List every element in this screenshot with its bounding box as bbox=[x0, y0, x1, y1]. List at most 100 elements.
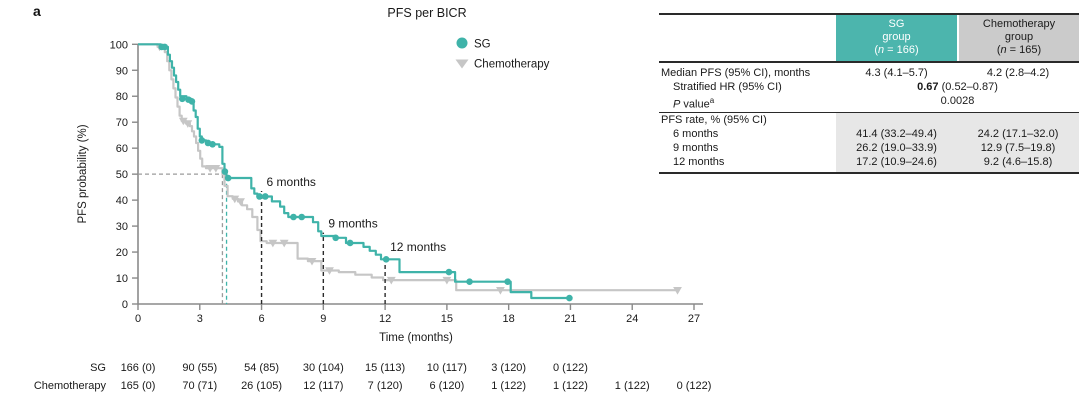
risk-value: 1 (122) bbox=[491, 380, 526, 392]
risk-table-row: SG 166 (0) 90 (55) 54 (85) 30 (104) 15 (113) 1… bbox=[90, 362, 588, 374]
x-tick-label: 24 bbox=[626, 313, 638, 325]
median-pfs-chemo-value: 4.2 (2.8–4.2) bbox=[986, 67, 1050, 79]
x-tick-label: 9 bbox=[320, 313, 326, 325]
rate-12mo-label: 12 months bbox=[673, 155, 725, 168]
x-tick-label: 0 bbox=[135, 313, 141, 325]
risk-value: 166 (0) bbox=[121, 362, 156, 374]
rate-12mo-sg-value: 17.2 (10.9–24.6) bbox=[836, 154, 957, 169]
km-chart: PFS per BICR 0 3 6 9 12 15 18 21 24 27 0 10 20 30 40 50 6… bbox=[34, 6, 712, 392]
risk-value: 3 (120) bbox=[491, 362, 526, 374]
risk-row-label: SG bbox=[90, 362, 106, 374]
p-value-row: P valuea 0.0028 bbox=[659, 94, 1079, 113]
rate-6mo-row: 6 months 41.4 (33.2–49.4) 24.2 (17.1–32.… bbox=[659, 126, 1079, 141]
censor-triangle bbox=[183, 120, 193, 128]
y-tick-label: 90 bbox=[116, 65, 128, 77]
censor-triangle bbox=[325, 267, 334, 275]
chemotherapy-censor-marks bbox=[155, 43, 682, 295]
censor-dot bbox=[504, 278, 511, 285]
stats-header-sg: SG group (n = 166) bbox=[836, 15, 957, 61]
stats-table-bottom-pad bbox=[659, 168, 1079, 172]
milestone-label: 12 months bbox=[390, 240, 446, 254]
sg-legend-marker bbox=[456, 37, 468, 49]
risk-value: 90 (55) bbox=[182, 362, 217, 374]
rate-9mo-sg-value: 26.2 (19.0–33.9) bbox=[836, 140, 957, 155]
milestone-label: 6 months bbox=[267, 175, 316, 189]
censor-triangle bbox=[230, 195, 240, 204]
sg-legend-label: SG bbox=[474, 39, 491, 51]
milestone-label: 9 months bbox=[328, 217, 377, 231]
median-reference-lines bbox=[138, 173, 228, 304]
censor-dot bbox=[566, 294, 573, 302]
milestone-lines: 6 months 9 months 12 months bbox=[260, 175, 446, 304]
censor-dot bbox=[198, 137, 206, 144]
chart-title: PFS per BICR bbox=[387, 6, 466, 20]
stats-table-header: SG group (n = 166) Chemotherapy group (n… bbox=[659, 15, 1079, 63]
censor-dot bbox=[290, 213, 297, 221]
x-tick-label: 15 bbox=[441, 313, 453, 325]
sg-group-line2: group bbox=[882, 31, 911, 43]
y-tick-label: 0 bbox=[122, 299, 128, 311]
censor-triangle bbox=[236, 198, 245, 206]
censor-dot bbox=[382, 256, 390, 263]
panel-label: a bbox=[33, 3, 41, 19]
censor-dot bbox=[221, 168, 229, 175]
risk-table-row: Chemotherapy 165 (0) 70 (71) 26 (105) 12 (11… bbox=[34, 380, 712, 392]
rate-9mo-chemo-value: 12.9 (7.5–19.8) bbox=[957, 140, 1079, 155]
y-axis-title: PFS probability (%) bbox=[77, 124, 89, 223]
risk-value: 7 (120) bbox=[368, 380, 403, 392]
sg-curve bbox=[138, 43, 570, 300]
risk-value: 6 (120) bbox=[429, 380, 464, 392]
censor-dot bbox=[209, 140, 216, 148]
censor-triangle bbox=[211, 164, 221, 173]
hazard-ratio-value: 0.67 (0.52–0.87) bbox=[917, 81, 998, 93]
median-pfs-label: Median PFS (95% CI), months bbox=[661, 67, 811, 79]
risk-value: 15 (113) bbox=[365, 362, 405, 374]
risk-value: 0 (122) bbox=[553, 362, 588, 374]
censor-dot bbox=[445, 268, 453, 276]
y-tick-label: 60 bbox=[116, 143, 128, 155]
sg-group-line1: SG bbox=[888, 18, 905, 30]
censor-dot bbox=[178, 95, 186, 103]
risk-value: 1 (122) bbox=[615, 380, 650, 392]
x-tick-label: 3 bbox=[197, 313, 203, 325]
x-tick-label: 21 bbox=[564, 313, 576, 325]
y-axis: 0 10 20 30 40 50 60 70 80 90 100 bbox=[110, 39, 139, 311]
rate-6mo-sg-value: 41.4 (33.2–49.4) bbox=[836, 126, 957, 141]
sg-group-n: (n = 166) bbox=[874, 44, 919, 56]
chemo-group-line2: group bbox=[1004, 31, 1034, 43]
censor-dot bbox=[346, 239, 354, 247]
median-pfs-row: Median PFS (95% CI), months 4.3 (4.1–5.7… bbox=[659, 63, 1079, 80]
censor-dot bbox=[161, 43, 169, 51]
censor-dot bbox=[298, 213, 306, 221]
censor-triangle bbox=[386, 276, 396, 285]
y-tick-label: 80 bbox=[116, 91, 128, 103]
censor-dot bbox=[261, 193, 269, 200]
y-tick-label: 100 bbox=[110, 39, 128, 51]
censor-triangle bbox=[279, 239, 289, 248]
risk-value: 1 (122) bbox=[553, 380, 588, 392]
y-tick-label: 70 bbox=[116, 117, 128, 129]
hazard-ratio-label: Stratified HR (95% CI) bbox=[673, 81, 782, 93]
rate-9mo-row: 9 months 26.2 (19.0–33.9) 12.9 (7.5–19.8… bbox=[659, 140, 1079, 155]
censor-dot bbox=[256, 193, 263, 200]
hazard-ratio-row: Stratified HR (95% CI) 0.67 (0.52–0.87) bbox=[659, 80, 1079, 94]
x-axis: 0 3 6 9 12 15 18 21 24 27 bbox=[135, 303, 703, 325]
stats-table: SG group (n = 166) Chemotherapy group (n… bbox=[659, 13, 1079, 174]
chemotherapy-legend-label: Chemotherapy bbox=[474, 59, 550, 71]
y-tick-label: 20 bbox=[116, 247, 128, 259]
censor-triangle bbox=[178, 117, 188, 126]
risk-row-label: Chemotherapy bbox=[34, 380, 107, 392]
x-tick-label: 12 bbox=[379, 313, 391, 325]
p-value-label: P valuea bbox=[673, 96, 715, 111]
censor-triangle bbox=[268, 239, 278, 248]
y-tick-label: 40 bbox=[116, 195, 128, 207]
censor-dot bbox=[224, 174, 232, 182]
risk-value: 70 (71) bbox=[182, 380, 217, 392]
p-value: 0.0028 bbox=[940, 95, 975, 107]
rate-6mo-label: 6 months bbox=[673, 127, 719, 140]
stats-header-chemo: Chemotherapy group (n = 165) bbox=[957, 15, 1079, 61]
pfs-rate-section-label: PFS rate, % (95% CI) bbox=[661, 113, 767, 126]
censor-triangle bbox=[442, 276, 452, 285]
chemo-group-line1: Chemotherapy bbox=[982, 18, 1056, 30]
risk-value: 26 (105) bbox=[241, 380, 282, 392]
